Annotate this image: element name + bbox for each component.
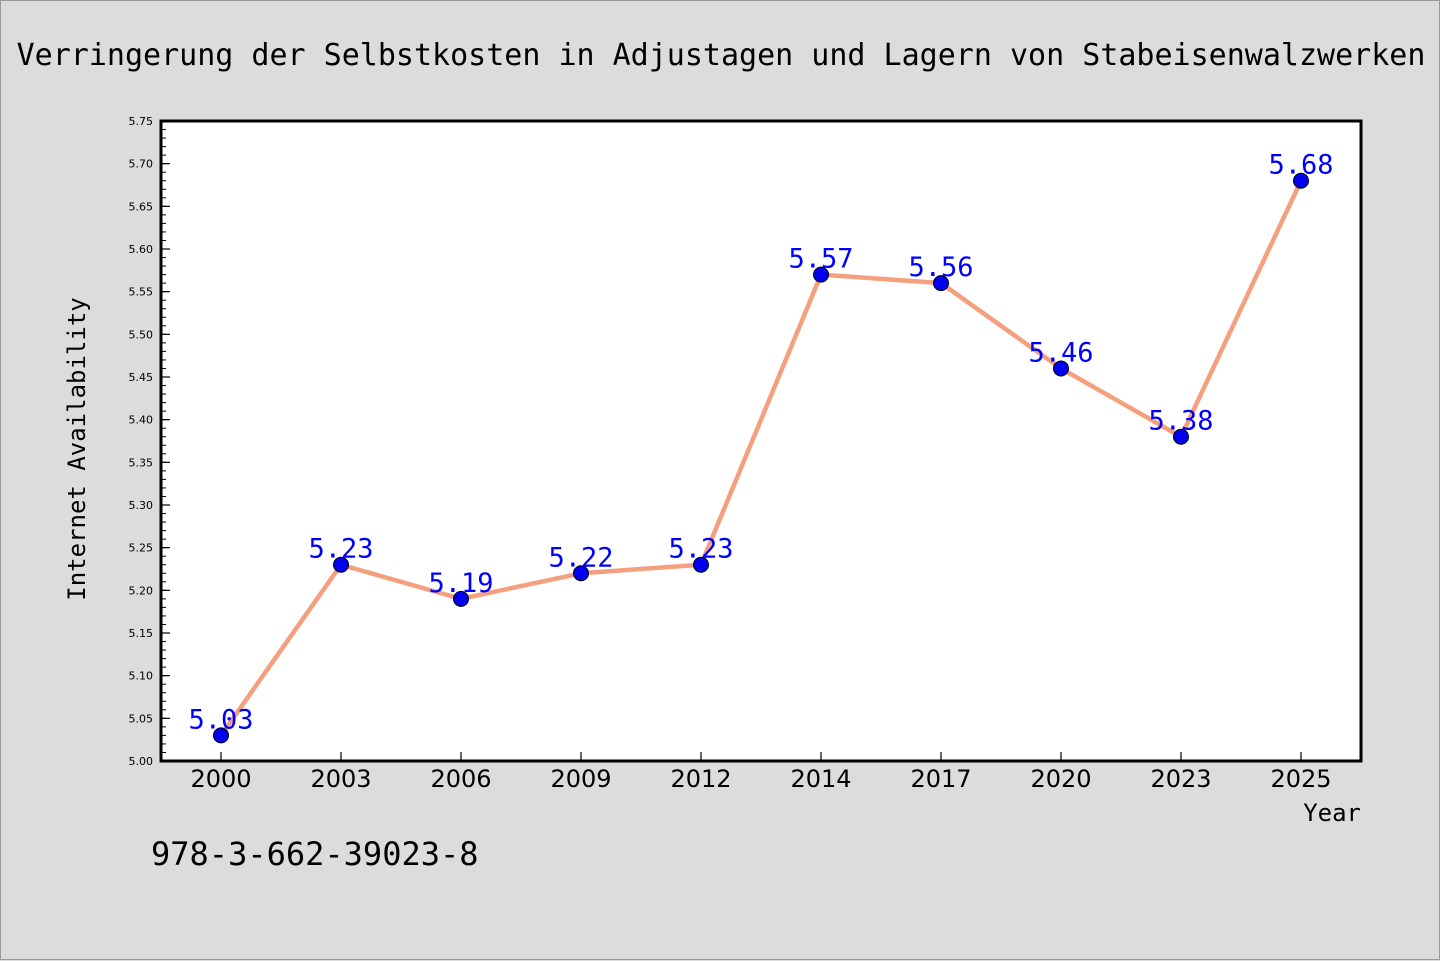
x-tick-label: 2006 (430, 765, 491, 793)
data-point (693, 556, 709, 573)
data-label: 5.38 (1148, 406, 1213, 437)
x-tick-label: 2009 (550, 765, 611, 793)
x-tick-label: 2014 (790, 765, 851, 793)
x-tick-label: 2025 (1270, 765, 1331, 793)
x-tick-label: 2003 (310, 765, 371, 793)
x-tick-label: 2020 (1030, 765, 1091, 793)
x-tick-label: 2017 (910, 765, 971, 793)
y-tick-label: 5.05 (129, 712, 154, 725)
data-point (1293, 172, 1309, 189)
data-point (1173, 428, 1189, 445)
y-tick-label: 5.60 (129, 243, 154, 256)
y-tick-label: 5.10 (129, 670, 154, 683)
data-label: 5.68 (1268, 150, 1333, 181)
y-tick-label: 5.40 (129, 414, 154, 427)
data-point (1053, 360, 1069, 377)
data-points (213, 172, 1309, 744)
data-label: 5.57 (788, 244, 853, 275)
x-tick-label: 2000 (190, 765, 251, 793)
data-point (813, 266, 829, 283)
y-axis-label: Internet Availability (63, 297, 91, 600)
y-tick-label: 5.45 (129, 371, 154, 384)
data-label: 5.23 (308, 534, 373, 565)
plot-border (159, 119, 1363, 763)
y-tick-label: 5.30 (129, 499, 154, 512)
y-tick-label: 5.35 (129, 456, 154, 469)
y-tick-label: 5.75 (129, 115, 154, 128)
chart-title: Verringerung der Selbstkosten in Adjusta… (17, 38, 1426, 73)
data-label: 5.19 (428, 568, 493, 599)
data-point (333, 556, 349, 573)
y-tick-label: 5.25 (129, 542, 154, 555)
data-point (933, 275, 949, 292)
x-axis-tick-labels: 2000 2003 2006 2009 2012 2014 2017 2020 2023 2025 (190, 765, 1331, 793)
y-tick-label: 5.50 (129, 328, 154, 341)
isbn-annotation: 978-3-662-39023-8 (151, 835, 479, 873)
y-tick-label: 5.15 (129, 627, 154, 640)
y-tick-label: 5.65 (129, 200, 154, 213)
data-label: 5.46 (1028, 337, 1093, 368)
y-axis-tick-labels: 5.00 5.05 5.10 5.15 5.20 5.25 5.30 5.35 5.40 5.45… (129, 115, 154, 768)
y-tick-label: 5.00 (129, 755, 154, 768)
data-label: 5.23 (668, 534, 733, 565)
x-tick-label: 2023 (1150, 765, 1211, 793)
plot-area (161, 121, 1361, 761)
data-label: 5.22 (548, 542, 613, 573)
data-label: 5.03 (188, 704, 253, 735)
x-axis-label: Year (1303, 799, 1361, 827)
data-point (573, 565, 589, 582)
y-tick-label: 5.55 (129, 286, 154, 299)
data-point (213, 727, 229, 744)
data-label: 5.56 (908, 252, 973, 283)
data-point (453, 590, 469, 607)
x-tick-label: 2012 (670, 765, 731, 793)
data-labels: 5.03 5.23 5.19 5.22 5.23 5.57 5.56 5.46 5.38 5.68 (188, 150, 1333, 736)
y-tick-label: 5.70 (129, 158, 154, 171)
series-line (219, 179, 1304, 737)
y-tick-label: 5.20 (129, 584, 154, 597)
